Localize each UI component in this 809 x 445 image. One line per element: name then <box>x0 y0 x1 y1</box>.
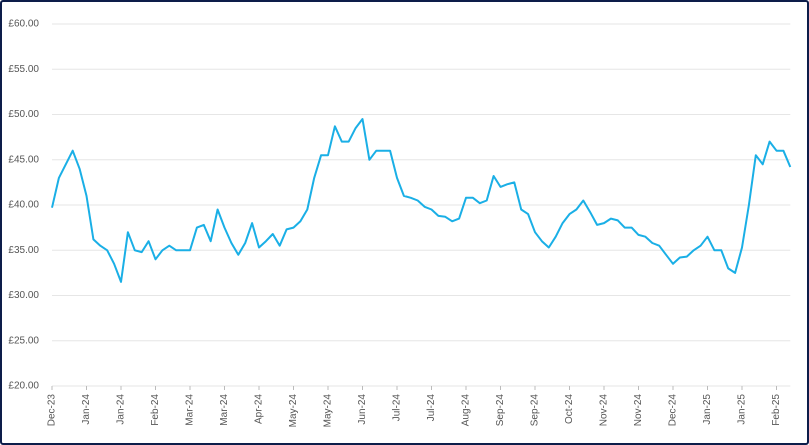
x-tick-label: Jul-24 <box>426 394 437 422</box>
x-tick-label: Dec-24 <box>668 394 679 427</box>
x-tick-label: Jan-24 <box>116 394 127 425</box>
x-tick-label: Jul-24 <box>392 394 403 422</box>
x-tick-label: Jan-25 <box>737 394 748 425</box>
y-tick-label: £45.00 <box>8 154 39 165</box>
x-tick-label: Jun-24 <box>357 394 368 425</box>
x-tick-label: Mar-24 <box>185 394 196 426</box>
x-tick-label: Nov-24 <box>633 394 644 427</box>
x-tick-label: Aug-24 <box>461 394 472 427</box>
y-tick-label: £30.00 <box>8 290 39 301</box>
x-tick-label: Apr-24 <box>254 394 265 424</box>
x-tick-label: May-24 <box>323 394 334 428</box>
y-tick-label: £25.00 <box>8 335 39 346</box>
y-tick-label: £35.00 <box>8 245 39 256</box>
x-tick-label: Sep-24 <box>495 394 506 427</box>
x-tick-label: Mar-24 <box>219 394 230 426</box>
y-tick-label: £20.00 <box>8 381 39 392</box>
y-tick-label: £40.00 <box>8 200 39 211</box>
x-tick-label: May-24 <box>288 394 299 428</box>
y-tick-label: £55.00 <box>8 64 39 75</box>
x-tick-label: Nov-24 <box>599 394 610 427</box>
x-tick-label: Sep-24 <box>530 394 541 427</box>
y-tick-label: £60.00 <box>8 19 39 30</box>
x-tick-label: Feb-24 <box>150 394 161 426</box>
price-line <box>51 118 792 283</box>
y-tick-label: £50.00 <box>8 109 39 120</box>
x-tick-label: Jan-25 <box>702 394 713 425</box>
x-tick-label: Oct-24 <box>564 394 575 424</box>
x-tick-label: Dec-23 <box>47 394 58 427</box>
x-tick-label: Feb-25 <box>771 394 782 426</box>
x-tick-label: Jan-24 <box>81 394 92 425</box>
